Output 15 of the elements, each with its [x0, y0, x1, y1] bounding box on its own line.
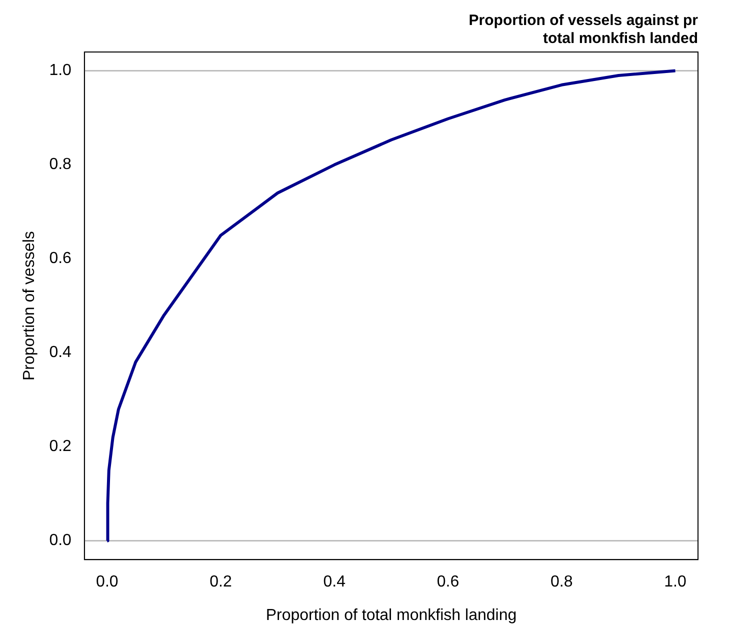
x-tick-label: 0.0 [96, 574, 118, 591]
x-tick-label: 0.8 [550, 574, 573, 591]
x-tick-label: 0.4 [323, 574, 346, 591]
y-tick-label: 0.8 [49, 156, 72, 174]
chart-title: Proportion of vessels against pr total monkfish landed [468, 12, 698, 48]
y-tick-label: 1.0 [49, 62, 72, 80]
x-tick-label: 0.6 [436, 574, 460, 591]
x-tick-label: 1.0 [664, 574, 686, 591]
x-axis-title: Proportion of total monkfish landing [266, 606, 517, 624]
y-axis-title: Proportion of vessels [21, 231, 38, 381]
y-tick-label: 0.2 [49, 438, 72, 456]
y-tick-label: 0.6 [49, 250, 72, 268]
y-tick-label: 0.4 [49, 344, 72, 362]
y-tick-label: 0.0 [49, 532, 72, 550]
x-tick-label: 0.2 [210, 574, 232, 591]
